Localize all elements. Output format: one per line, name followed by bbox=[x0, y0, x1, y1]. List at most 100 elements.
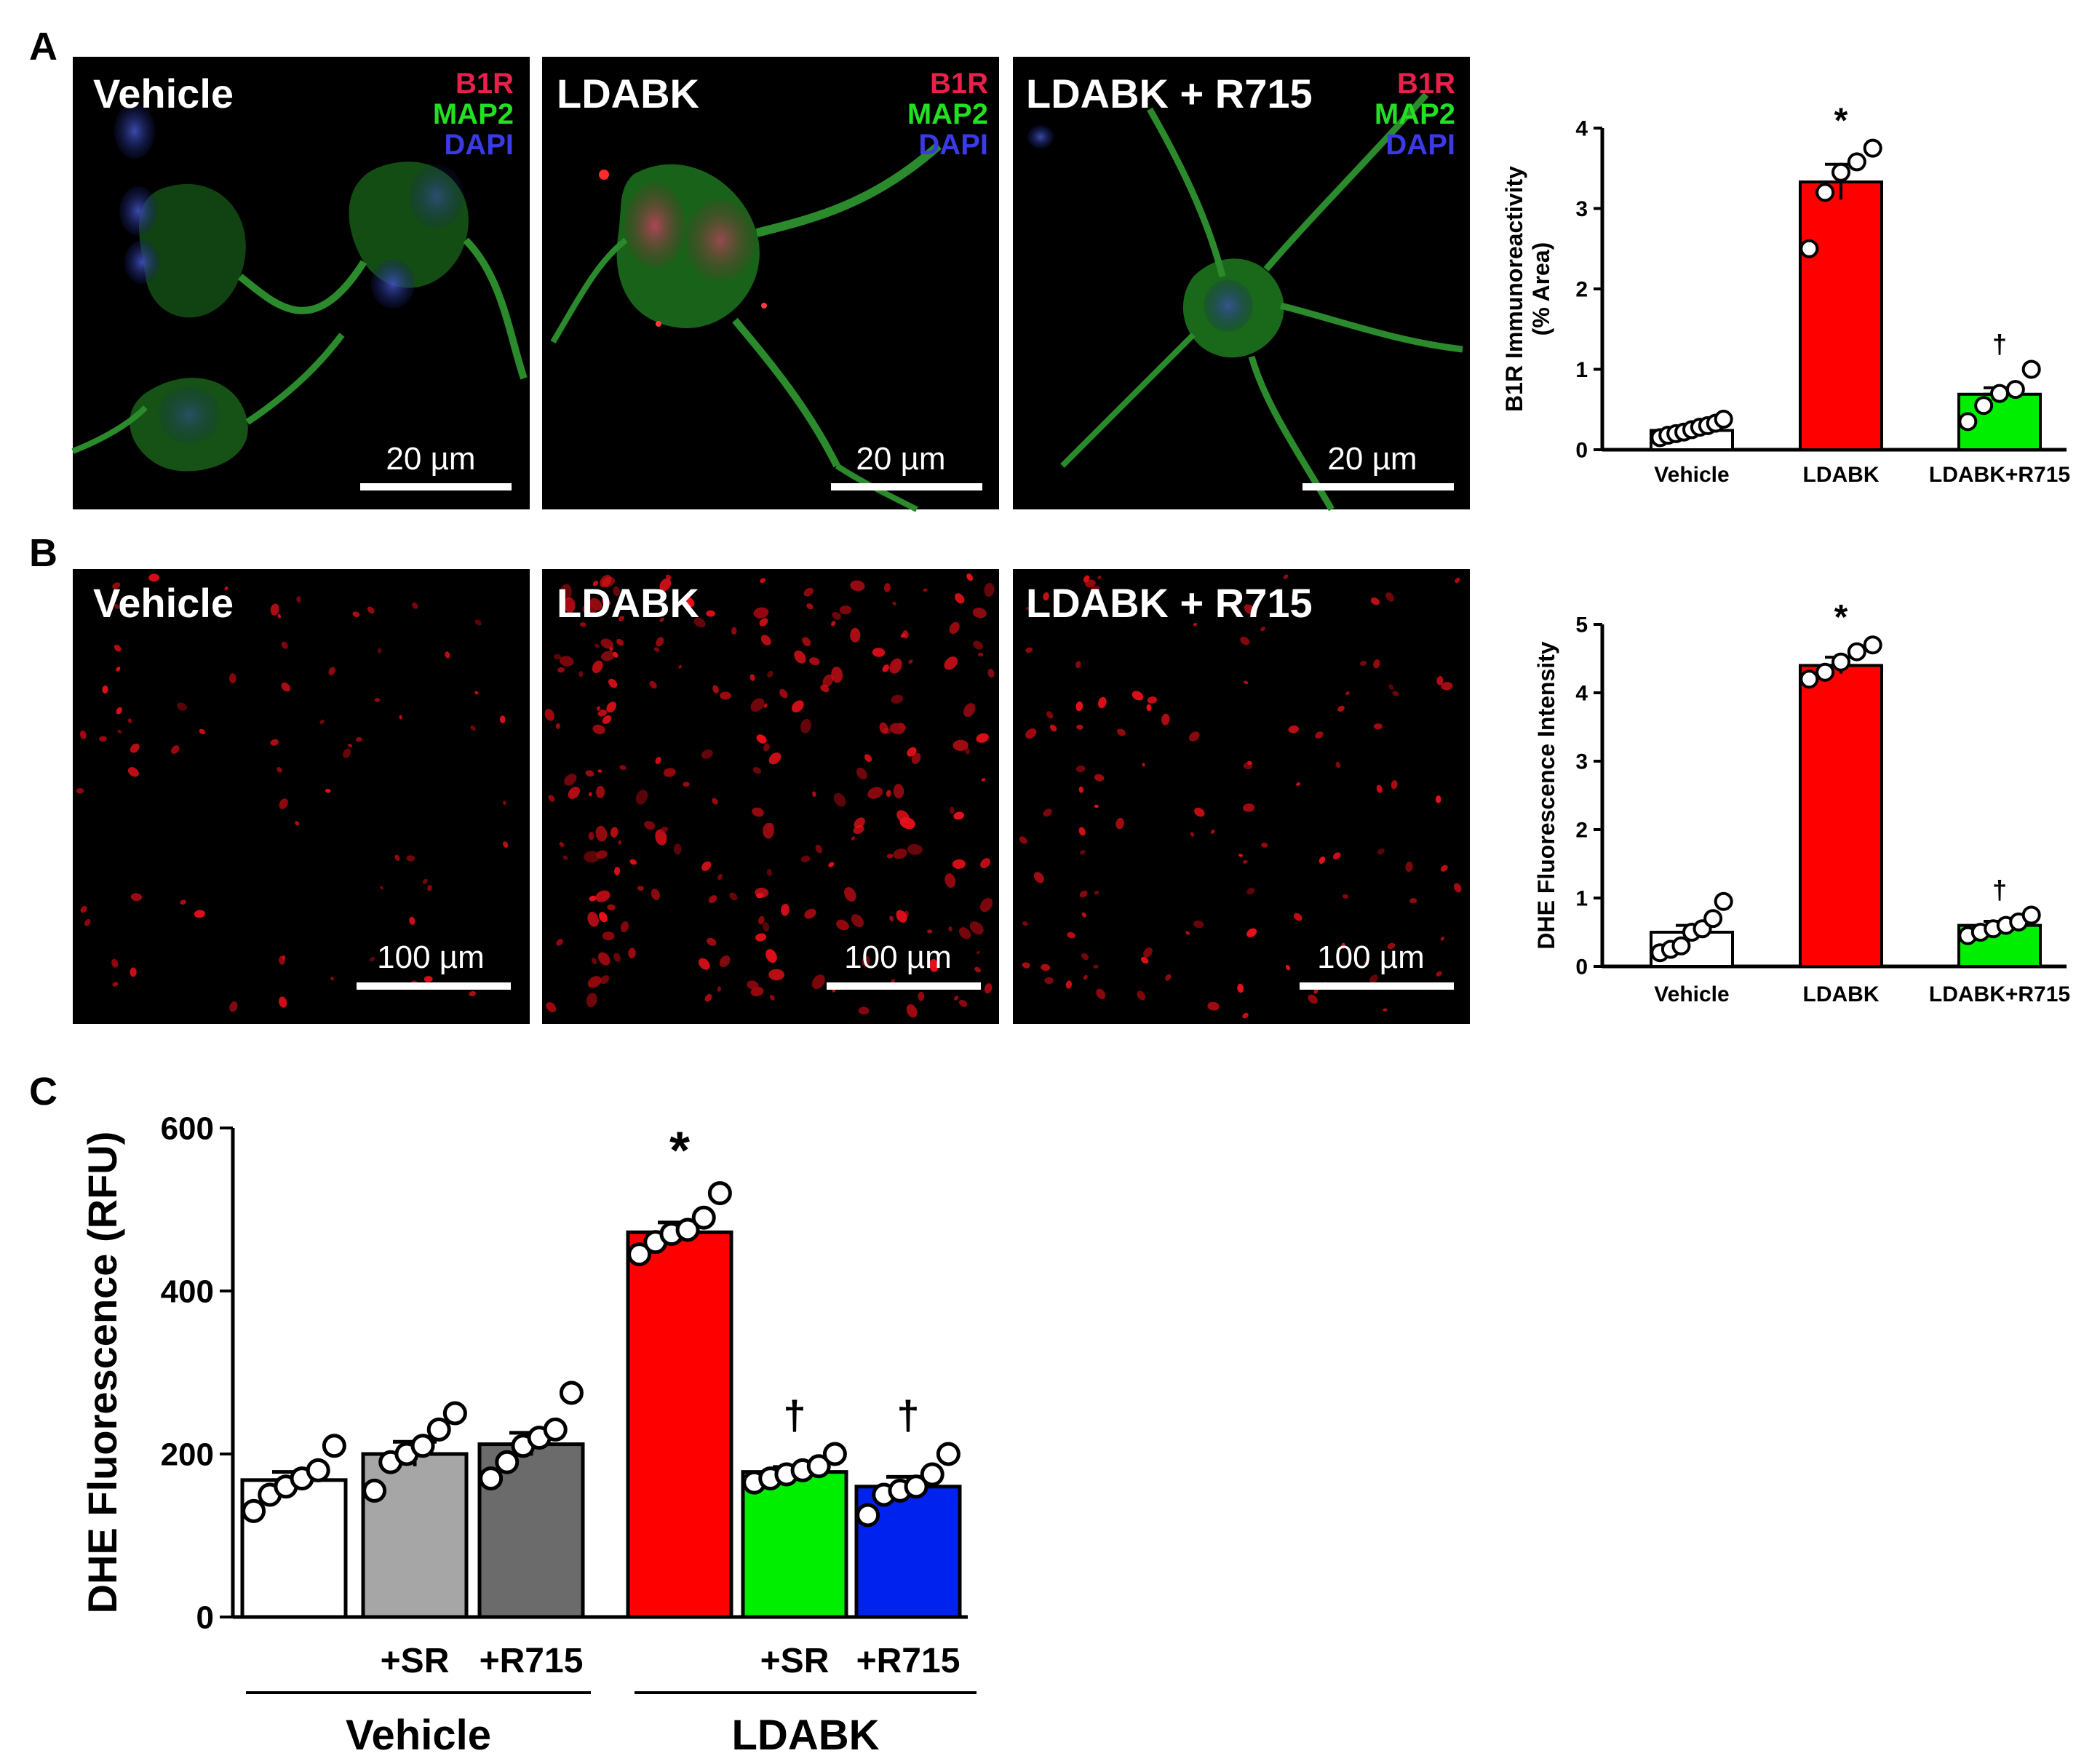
fluorescent-speck bbox=[719, 955, 731, 968]
chart-c-dhe-fluorescence: 0 200 400 600 DHE Fluorescence (RFU) +SR +R715… bbox=[79, 1111, 977, 1759]
fluorescent-speck bbox=[756, 734, 767, 744]
fluorescent-speck bbox=[886, 854, 894, 859]
fluorescent-speck bbox=[1078, 786, 1084, 793]
fluorescent-speck bbox=[595, 825, 608, 842]
fluorescent-speck bbox=[1075, 765, 1086, 773]
fluorescent-speck bbox=[1369, 974, 1378, 984]
fluorescent-speck bbox=[1246, 887, 1255, 895]
scale-bar-a-ldabk: 20 µm bbox=[831, 441, 982, 490]
fluorescent-speck bbox=[1261, 842, 1268, 848]
micrograph-b-ldabk-title: LDABK bbox=[557, 580, 699, 626]
fluorescent-speck bbox=[882, 664, 890, 672]
y-axis-label: DHE Fluorescence Intensity bbox=[1533, 641, 1559, 949]
y-tick-label: 600 bbox=[161, 1111, 214, 1146]
fluorescent-speck bbox=[660, 826, 669, 833]
fluorescent-speck bbox=[277, 767, 282, 773]
significance-asterisk: * bbox=[669, 1122, 690, 1180]
fluorescent-speck bbox=[803, 587, 814, 597]
fluorescent-speck bbox=[659, 578, 672, 592]
stain-b1r-label: B1R bbox=[1397, 68, 1455, 100]
fluorescent-speck bbox=[794, 650, 806, 664]
fluorescent-speck bbox=[749, 674, 755, 681]
fluorescent-speck bbox=[851, 914, 864, 928]
fluorescent-speck bbox=[763, 743, 770, 752]
fluorescent-speck bbox=[1025, 728, 1037, 739]
group-label: Vehicle bbox=[346, 1712, 491, 1759]
fluorescent-speck bbox=[1436, 676, 1444, 686]
fluorescent-speck bbox=[1041, 964, 1051, 972]
data-point bbox=[322, 1434, 346, 1458]
stain-dapi-label: DAPI bbox=[1385, 129, 1455, 161]
fluorescent-speck bbox=[831, 667, 843, 683]
micrograph-a-vehicle-title: Vehicle bbox=[93, 71, 234, 116]
fluorescent-speck bbox=[678, 664, 682, 669]
fluorescent-speck bbox=[599, 912, 608, 923]
x-category-label: LDABK+R715 bbox=[1929, 982, 2070, 1006]
fluorescent-speck bbox=[1079, 890, 1088, 898]
fluorescent-speck bbox=[758, 915, 765, 925]
fluorescent-speck bbox=[76, 787, 84, 794]
fluorescent-speck bbox=[693, 617, 706, 628]
data-point bbox=[543, 1417, 568, 1442]
fluorescent-speck bbox=[613, 953, 621, 962]
fluorescent-speck bbox=[194, 910, 205, 918]
data-point bbox=[1799, 670, 1819, 689]
fluorescent-speck bbox=[706, 610, 715, 617]
fluorescent-speck bbox=[1342, 894, 1349, 899]
micrograph-b-vehicle bbox=[73, 569, 530, 1024]
fluorescent-speck bbox=[618, 616, 625, 621]
fluorescent-speck bbox=[281, 682, 290, 692]
data-point bbox=[707, 1181, 732, 1206]
fluorescent-speck bbox=[171, 745, 180, 754]
fluorescent-speck bbox=[229, 1001, 238, 1012]
fluorescent-speck bbox=[1193, 920, 1204, 929]
fluorescent-speck bbox=[352, 611, 360, 618]
fluorescent-speck bbox=[1116, 728, 1126, 736]
fluorescent-speck bbox=[560, 584, 572, 600]
bar bbox=[854, 1485, 962, 1619]
fluorescent-speck bbox=[812, 791, 816, 797]
fluorescent-speck bbox=[750, 698, 765, 712]
fluorescent-speck bbox=[295, 821, 300, 826]
fluorescent-speck bbox=[635, 790, 648, 805]
group-label: LDABK bbox=[732, 1712, 880, 1759]
fluorescent-speck bbox=[984, 983, 993, 994]
fluorescent-speck bbox=[564, 774, 577, 786]
fluorescent-speck bbox=[953, 811, 965, 820]
fluorescent-speck bbox=[1373, 723, 1383, 730]
fluorescent-speck bbox=[1388, 684, 1394, 690]
fluorescent-speck bbox=[1405, 861, 1413, 873]
micrograph-a-vehicle bbox=[71, 57, 530, 509]
fluorescent-speck bbox=[597, 769, 602, 773]
fluorescent-speck bbox=[591, 958, 597, 965]
fluorescent-speck bbox=[127, 767, 139, 777]
fluorescent-speck bbox=[557, 667, 565, 673]
fluorescent-speck bbox=[130, 893, 142, 902]
fluorescent-speck bbox=[779, 688, 788, 699]
fluorescent-speck bbox=[148, 573, 160, 582]
significance-dagger: † bbox=[1992, 330, 2007, 359]
fluorescent-speck bbox=[889, 723, 905, 734]
fluorescent-speck bbox=[1078, 827, 1086, 836]
fluorescent-speck bbox=[811, 974, 825, 990]
data-point bbox=[856, 1503, 880, 1527]
fluorescent-speck bbox=[544, 709, 554, 721]
fluorescent-speck bbox=[1436, 971, 1442, 977]
scale-bar-a-ldabk-r715: 20 µm bbox=[1302, 441, 1454, 490]
fluorescent-speck bbox=[1373, 659, 1380, 669]
fluorescent-speck bbox=[616, 638, 624, 646]
fluorescent-speck bbox=[896, 910, 907, 923]
fluorescent-speck bbox=[499, 715, 506, 723]
fluorescent-speck bbox=[1308, 994, 1318, 1004]
fluorescent-speck bbox=[613, 867, 621, 875]
fluorescent-speck bbox=[954, 593, 965, 604]
chart-b-dhe-intensity: 0 1 2 3 4 5 DHE Fluorescence Intensity Vehicle *… bbox=[1533, 598, 2070, 1006]
scale-bar-label: 100 µm bbox=[377, 939, 485, 975]
fluorescent-speck bbox=[112, 582, 121, 589]
fluorescent-speck bbox=[602, 931, 615, 941]
data-point bbox=[920, 1462, 944, 1487]
fluorescent-speck bbox=[99, 736, 107, 742]
scale-bar-b-ldabk: 100 µm bbox=[827, 939, 981, 990]
fluorescent-speck bbox=[802, 637, 811, 646]
